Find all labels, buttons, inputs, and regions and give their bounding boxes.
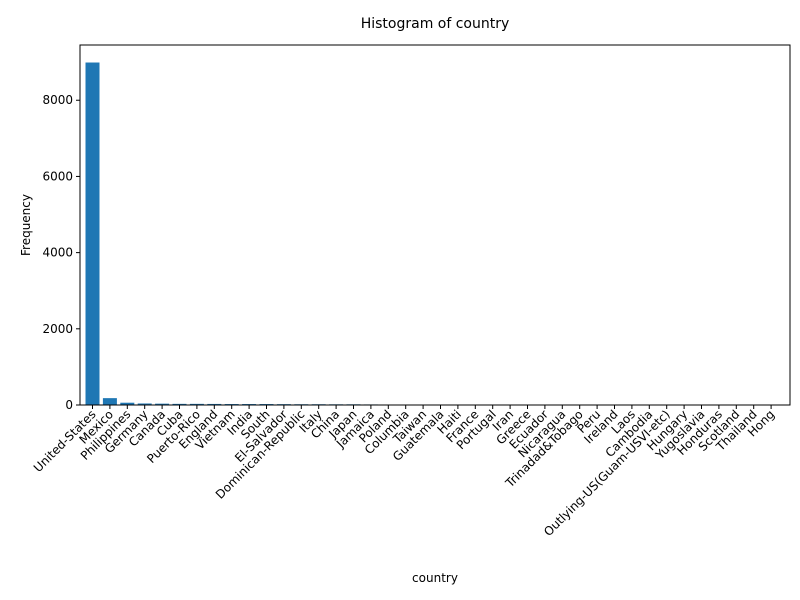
bar-mexico [102, 398, 117, 405]
bar-united-states [85, 62, 100, 406]
y-axis: 0 2000 4000 6000 8000 [42, 93, 80, 412]
y-tick-label: 6000 [42, 169, 73, 183]
y-tick-label: 8000 [42, 93, 73, 107]
y-axis-label: Frequency [19, 194, 33, 256]
bar-canada [155, 403, 170, 405]
bar-germany [137, 403, 152, 405]
y-tick-label: 4000 [42, 246, 73, 260]
bar-cuba [172, 403, 187, 405]
plot-frame [79, 44, 791, 406]
x-axis-label: country [412, 571, 458, 585]
y-tick-label: 0 [65, 398, 73, 412]
bar-england [207, 403, 222, 405]
bar-philippines [120, 402, 135, 405]
bar-puerto-rico [189, 403, 204, 405]
chart-title: Histogram of country [361, 16, 510, 32]
y-tick-label: 2000 [42, 322, 73, 336]
